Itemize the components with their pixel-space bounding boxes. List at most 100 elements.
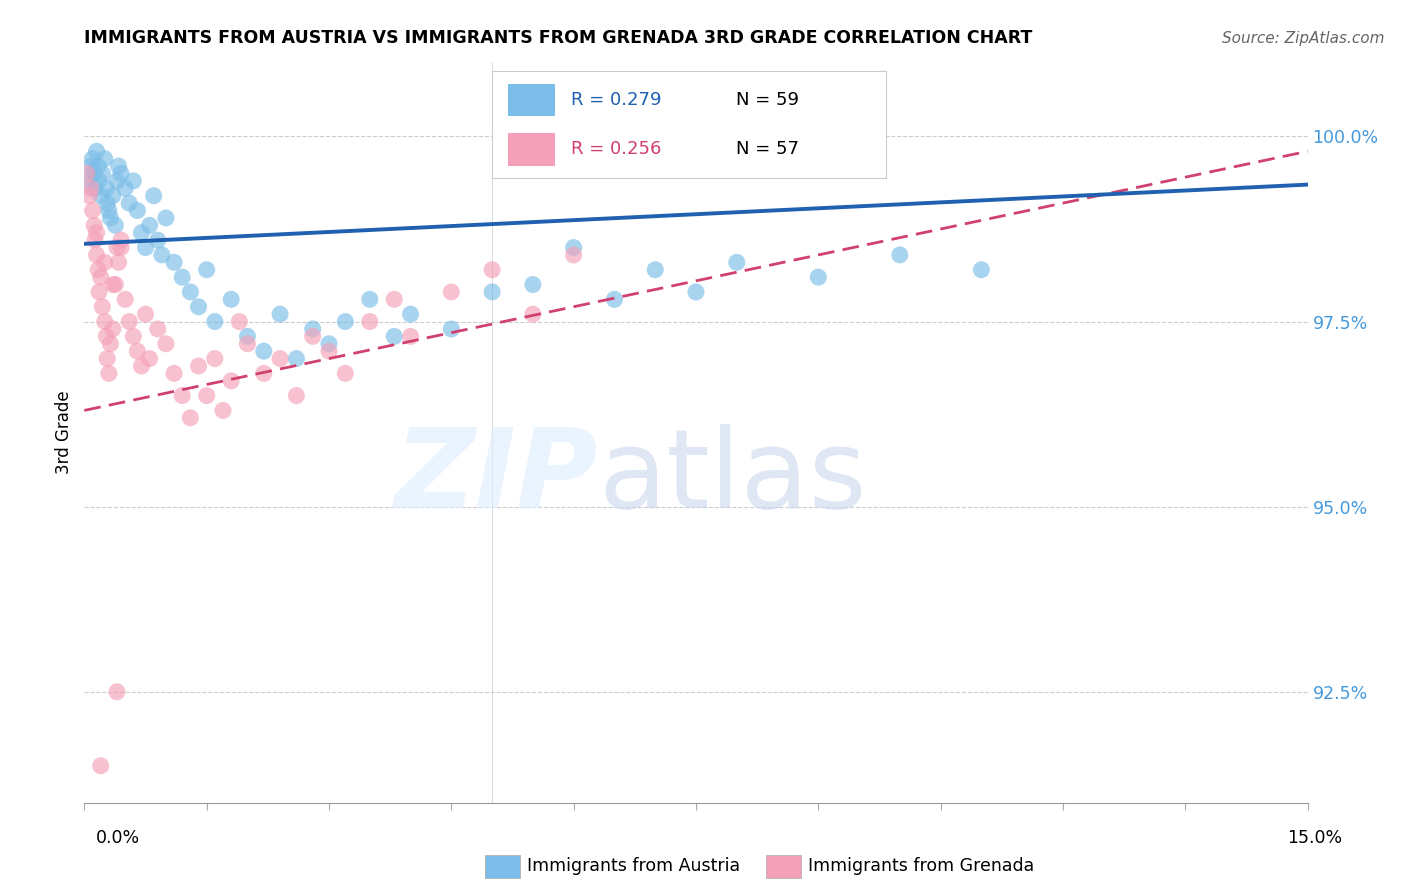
Point [138, 219, 160, 233]
Point [204, 314, 226, 328]
Point [562, 248, 585, 262]
Point [481, 285, 503, 299]
Point [440, 322, 463, 336]
Point [110, 240, 132, 254]
Point [285, 351, 308, 366]
Point [93, 152, 115, 166]
Point [96, 181, 118, 195]
Point [172, 270, 194, 285]
Point [807, 270, 830, 285]
Point [725, 255, 748, 269]
Point [970, 262, 993, 277]
Point [187, 359, 209, 373]
FancyBboxPatch shape [508, 84, 555, 116]
Point [399, 329, 422, 343]
Point [142, 188, 165, 202]
Text: Immigrants from Austria: Immigrants from Austria [527, 857, 741, 875]
Point [179, 285, 201, 299]
Point [135, 240, 157, 254]
Point [150, 248, 173, 262]
Point [110, 166, 132, 180]
Point [440, 285, 463, 299]
Point [187, 300, 209, 314]
Point [301, 329, 323, 343]
Point [90, 758, 112, 772]
Point [83, 166, 105, 180]
Point [236, 336, 259, 351]
Point [236, 329, 259, 343]
Point [105, 684, 128, 698]
Text: atlas: atlas [598, 424, 866, 531]
Point [269, 307, 291, 321]
Point [84, 233, 107, 247]
Point [90, 270, 112, 285]
Point [155, 211, 177, 225]
Point [285, 388, 308, 402]
Point [253, 344, 276, 359]
Point [212, 403, 235, 417]
Point [80, 159, 103, 173]
Point [114, 181, 136, 195]
Point [269, 351, 291, 366]
Point [105, 174, 128, 188]
Text: R = 0.256: R = 0.256 [571, 141, 661, 159]
Point [359, 293, 381, 307]
Point [105, 240, 128, 254]
Point [131, 226, 153, 240]
Point [163, 367, 186, 381]
Point [77, 188, 100, 202]
Point [93, 255, 115, 269]
Point [562, 240, 585, 254]
Point [107, 255, 129, 269]
Point [101, 188, 124, 202]
Point [301, 322, 323, 336]
Point [96, 329, 118, 343]
Point [82, 203, 104, 218]
Point [80, 181, 103, 195]
Point [101, 322, 124, 336]
Point [335, 314, 357, 328]
Point [86, 226, 108, 240]
Point [90, 188, 112, 202]
Point [104, 277, 127, 292]
Text: 15.0%: 15.0% [1288, 829, 1343, 847]
Point [204, 351, 226, 366]
Point [91, 166, 114, 180]
Text: N = 59: N = 59 [737, 91, 799, 109]
Point [87, 174, 110, 188]
Point [83, 219, 105, 233]
Text: N = 57: N = 57 [737, 141, 799, 159]
Text: Immigrants from Grenada: Immigrants from Grenada [808, 857, 1035, 875]
Point [253, 367, 276, 381]
Point [127, 344, 149, 359]
Point [603, 293, 626, 307]
Point [118, 196, 141, 211]
Point [219, 374, 242, 388]
Point [110, 233, 132, 247]
Point [138, 351, 160, 366]
Point [114, 293, 136, 307]
Text: Source: ZipAtlas.com: Source: ZipAtlas.com [1222, 31, 1385, 46]
Point [382, 293, 405, 307]
Point [172, 388, 194, 402]
Point [87, 159, 110, 173]
Point [97, 367, 120, 381]
Point [76, 166, 98, 180]
Point [86, 248, 108, 262]
Point [96, 196, 118, 211]
Point [96, 351, 118, 366]
Point [135, 307, 157, 321]
FancyBboxPatch shape [508, 134, 555, 166]
Point [127, 203, 149, 218]
Point [100, 211, 122, 225]
Point [87, 262, 110, 277]
Point [77, 174, 100, 188]
Point [522, 277, 544, 292]
Point [86, 145, 108, 159]
Point [522, 307, 544, 321]
Point [93, 314, 115, 328]
Point [122, 174, 145, 188]
Point [97, 203, 120, 218]
Text: 0.0%: 0.0% [96, 829, 139, 847]
Point [163, 255, 186, 269]
